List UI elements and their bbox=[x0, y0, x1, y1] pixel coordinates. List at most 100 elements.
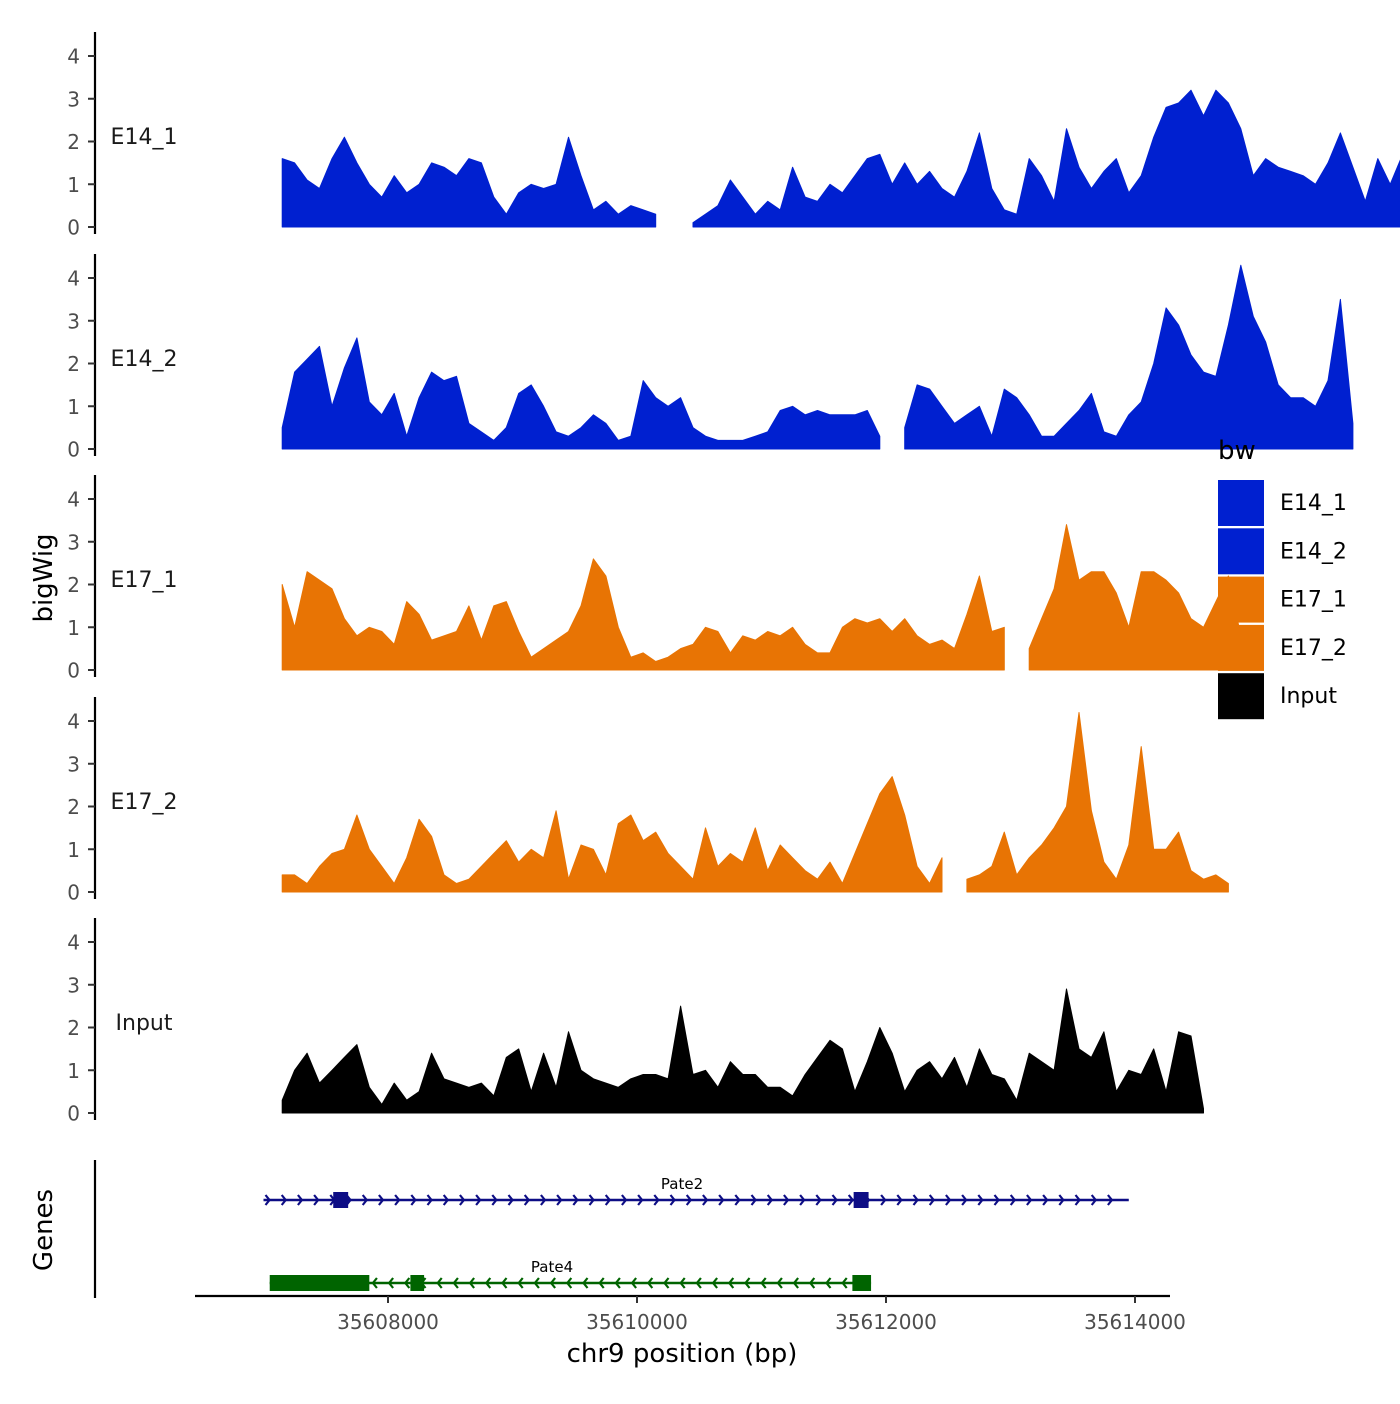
strand-chevron bbox=[459, 1194, 466, 1206]
y-tick-label: 0 bbox=[67, 659, 80, 683]
strand-chevron bbox=[744, 1277, 751, 1289]
strand-chevron bbox=[727, 1277, 735, 1289]
exon-block bbox=[269, 1275, 370, 1291]
y-tick-label: 3 bbox=[67, 87, 80, 111]
strand-chevron bbox=[637, 1194, 644, 1206]
strand-chevron bbox=[847, 1194, 855, 1206]
area-e14_2 bbox=[904, 264, 1354, 450]
legend-swatch bbox=[1218, 528, 1264, 575]
strand-chevron bbox=[442, 1194, 450, 1206]
strand-chevron bbox=[426, 1194, 433, 1206]
area-e17_1 bbox=[281, 558, 1005, 671]
strand-chevron bbox=[1107, 1194, 1114, 1206]
exon-block bbox=[333, 1192, 349, 1208]
legend-swatch bbox=[1218, 673, 1264, 720]
y-tick-label: 2 bbox=[67, 352, 80, 376]
strand-chevron bbox=[783, 1194, 790, 1206]
facet-label: Input bbox=[116, 1011, 173, 1036]
legend: E14_1 E14_2 E17_1 E17_2 Input bbox=[1218, 480, 1347, 720]
y-tick-label: 1 bbox=[67, 395, 80, 419]
facet-label: E17_1 bbox=[111, 568, 178, 593]
strand-chevron bbox=[371, 1277, 378, 1289]
x-tick-label: 35612000 bbox=[835, 1310, 937, 1334]
strand-chevron bbox=[896, 1194, 903, 1206]
strand-chevron bbox=[880, 1194, 887, 1206]
legend-label: E14_2 bbox=[1280, 539, 1347, 564]
strand-chevron bbox=[977, 1194, 984, 1206]
facet-label: E17_2 bbox=[111, 790, 178, 815]
legend-swatch bbox=[1218, 624, 1264, 671]
strand-chevron bbox=[1009, 1194, 1017, 1206]
y-tick-label: 2 bbox=[67, 573, 80, 597]
y-tick-label: 1 bbox=[67, 1059, 80, 1083]
strand-chevron bbox=[815, 1194, 822, 1206]
strand-chevron bbox=[517, 1277, 524, 1289]
strand-chevron bbox=[1058, 1194, 1065, 1206]
strand-chevron bbox=[1042, 1194, 1049, 1206]
strand-chevron bbox=[718, 1194, 725, 1206]
strand-chevron bbox=[766, 1194, 774, 1206]
strand-chevron bbox=[523, 1194, 531, 1206]
strand-chevron bbox=[501, 1277, 508, 1289]
y-tick-label: 3 bbox=[67, 530, 80, 554]
strand-chevron bbox=[533, 1277, 540, 1289]
legend-swatch bbox=[1218, 480, 1264, 526]
strand-chevron bbox=[588, 1194, 595, 1206]
y-axis-title: bigWig bbox=[29, 533, 59, 622]
strand-chevron bbox=[646, 1277, 654, 1289]
exon-block bbox=[853, 1192, 869, 1208]
legend-item-e17_1: E17_1 bbox=[1218, 576, 1347, 623]
strand-chevron bbox=[841, 1277, 848, 1289]
strand-chevron bbox=[378, 1194, 385, 1206]
strand-chevron bbox=[663, 1277, 670, 1289]
panel-e14_1: 0 1 2 3 4 E14_1 bbox=[67, 32, 1400, 240]
y-tick-label: 4 bbox=[67, 710, 80, 734]
x-tick-label: 35610000 bbox=[586, 1310, 688, 1334]
strand-chevron bbox=[702, 1194, 709, 1206]
panel-e17_1: 0 1 2 3 4 E17_1 bbox=[67, 475, 1254, 683]
strand-chevron bbox=[436, 1277, 443, 1289]
legend-item-input: Input bbox=[1218, 673, 1337, 720]
strand-chevron bbox=[685, 1194, 693, 1206]
strand-chevron bbox=[549, 1277, 556, 1289]
strand-chevron bbox=[679, 1277, 686, 1289]
y-tick-label: 4 bbox=[67, 931, 80, 955]
facet-label: E14_1 bbox=[111, 125, 178, 150]
strand-chevron bbox=[387, 1277, 394, 1289]
strand-chevron bbox=[565, 1277, 573, 1289]
y-tick-label: 4 bbox=[67, 45, 80, 69]
strand-chevron bbox=[1074, 1194, 1081, 1206]
x-tick-label: 35608000 bbox=[337, 1310, 439, 1334]
x-tick-label: 35614000 bbox=[1084, 1310, 1186, 1334]
strand-chevron bbox=[572, 1194, 579, 1206]
strand-chevron bbox=[313, 1194, 320, 1206]
legend-item-e17_2: E17_2 bbox=[1218, 624, 1347, 671]
strand-chevron bbox=[808, 1277, 816, 1289]
legend-item-e14_1: E14_1 bbox=[1218, 480, 1347, 526]
panel-e14_2: 0 1 2 3 4 E14_2 bbox=[67, 254, 1354, 462]
y-tick-label: 4 bbox=[67, 488, 80, 512]
y-tick-label: 3 bbox=[67, 973, 80, 997]
strand-chevron bbox=[799, 1194, 806, 1206]
area-e14_2 bbox=[281, 337, 881, 450]
legend-label: E17_1 bbox=[1280, 588, 1347, 613]
strand-chevron bbox=[614, 1277, 621, 1289]
y-tick-label: 2 bbox=[67, 795, 80, 819]
strand-chevron bbox=[734, 1194, 741, 1206]
strand-chevron bbox=[604, 1194, 612, 1206]
legend-swatch bbox=[1218, 576, 1264, 623]
strand-chevron bbox=[695, 1277, 702, 1289]
strand-chevron bbox=[410, 1194, 417, 1206]
strand-chevron bbox=[653, 1194, 660, 1206]
y-tick-label: 3 bbox=[67, 309, 80, 333]
strand-chevron bbox=[669, 1194, 676, 1206]
strand-chevron bbox=[598, 1277, 605, 1289]
strand-chevron bbox=[776, 1277, 783, 1289]
area-e14_1 bbox=[281, 136, 657, 228]
strand-chevron bbox=[1026, 1194, 1033, 1206]
strand-chevron bbox=[484, 1277, 492, 1289]
panel-e17_2: 0 1 2 3 4 E17_2 bbox=[67, 697, 1229, 905]
strand-chevron bbox=[760, 1277, 767, 1289]
strand-chevron bbox=[750, 1194, 757, 1206]
